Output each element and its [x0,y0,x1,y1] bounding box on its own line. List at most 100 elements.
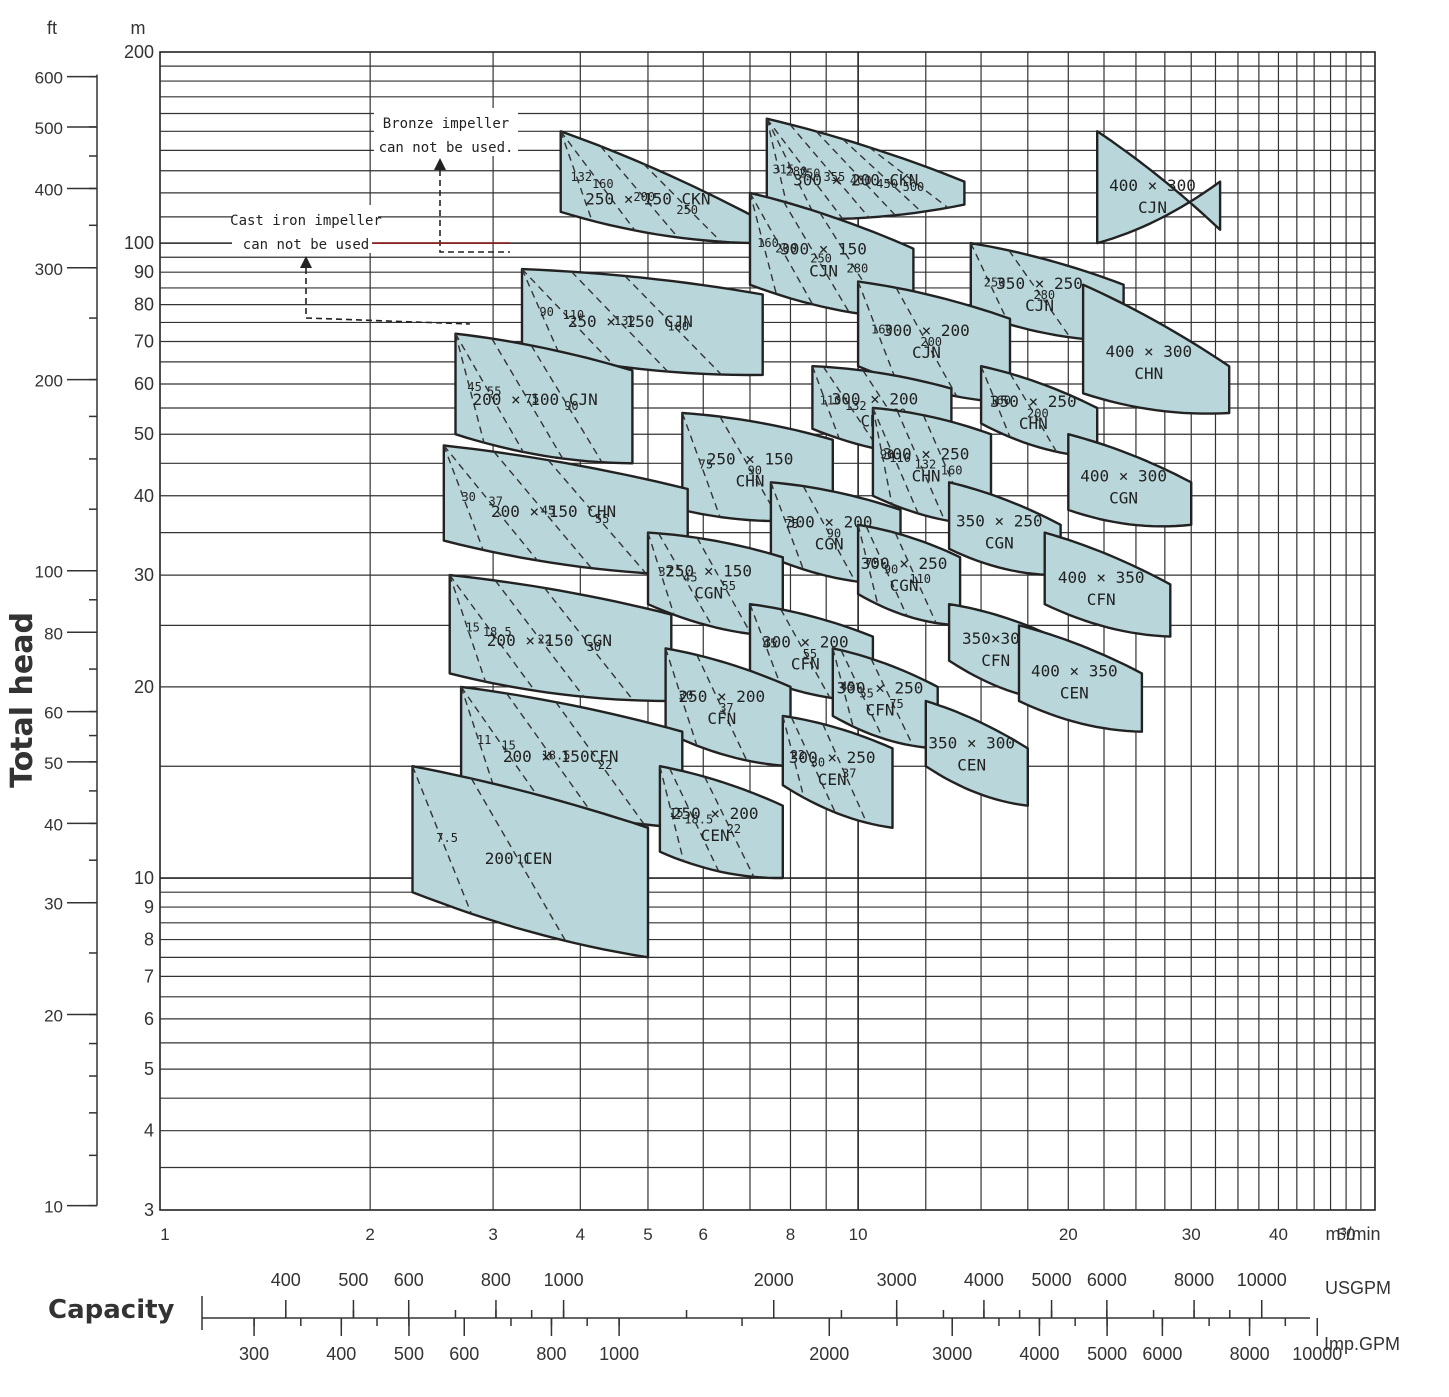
motor-kw-label: 280 [786,165,808,179]
impgpm-tick-label: 1000 [599,1344,639,1364]
motor-kw-label: 90 [827,527,841,541]
y-tick-label-m: 100 [124,233,154,253]
motor-kw-label: 15 [669,806,683,820]
y-tick-label-m: 70 [134,331,154,351]
motor-line [449,574,487,682]
motor-kw-label: 18.5 [684,812,713,826]
cast-iron-note-text: can not be used [243,237,369,253]
pump-model-label: 350×300 [962,629,1029,648]
y-tick-label-m: 3 [144,1200,154,1220]
pump-model-label: 350 × 300 [928,734,1015,753]
motor-kw-label: 15 [465,621,479,635]
motor-line [696,537,752,635]
motor-kw-label: 45 [541,503,555,517]
pump-model-label: CFN [707,709,736,728]
cast-iron-note-background [232,205,378,253]
motor-kw-label: 45 [467,380,481,394]
pump-zone-200-100-cjn [454,332,634,465]
usgpm-tick-label: 2000 [754,1270,794,1290]
pump-model-label: 300 × 200 [762,633,849,652]
impgpm-tick-label: 6000 [1142,1344,1182,1364]
y-tick-label-m: 6 [144,1009,154,1029]
motor-line [411,765,473,914]
motor-line [443,445,484,551]
usgpm-tick-label: 1000 [544,1270,584,1290]
pump-model-label: 350 × 250 [990,392,1077,411]
pump-model-label: 200 × 150CFN [503,747,619,766]
pump-model-label: 300 × 150 [780,239,867,258]
pump-model-label: 300 × 250 [861,554,948,573]
motor-kw-label: 110 [820,394,842,408]
chart-grid [159,51,1376,1211]
motor-kw-label: 75 [525,392,539,406]
impgpm-tick-label: 2000 [809,1344,849,1364]
usgpm-tick-label: 600 [394,1270,424,1290]
x-unit-label: m³/min [1326,1224,1381,1244]
chart-axes: 200 100 90 80 70 60 50 40 30 20 10 9 8 7 6 5 4 3 m 600 500 40… [5,18,1400,1364]
motor-line [865,525,908,617]
y-tick-label-m: 7 [144,966,154,986]
x-tick-label: 8 [786,1225,795,1244]
pump-model-label: CJN [809,261,838,280]
motor-kw-label: 90 [564,399,578,413]
motor-kw-label: 55 [803,647,817,661]
bronze-note-background [374,108,518,156]
motor-kw-label: 45 [763,636,777,650]
motor-kw-label: 55 [722,579,736,593]
motor-line [530,345,603,463]
y-tick-label-m: 200 [124,42,154,62]
pump-model-label: CEN [818,770,847,789]
y-tick-label-ft: 60 [44,704,63,723]
motor-kw-label: 45 [683,571,697,585]
y-tick-label-ft: 200 [35,372,63,391]
x-tick-label: 40 [1269,1225,1288,1244]
pump-zone-400-300-cgn [1067,433,1193,528]
motor-line [657,532,714,628]
pump-model-label: CGN [815,535,844,554]
pump-model-label: CEN [1060,683,1089,702]
pump-model-label: 300 × 200 [786,513,873,532]
pump-model-label: CEN [957,756,986,775]
pump-model-label: 300 × 250 [883,445,970,464]
y-tick-label-m: 4 [144,1121,154,1141]
motor-kw-label: 250 [676,203,698,217]
motor-line [681,412,721,518]
motor-kw-label: 22 [537,632,551,646]
usgpm-tick-label: 800 [481,1270,511,1290]
motor-line [815,130,896,216]
y-tick-label-m: 30 [134,565,154,585]
pump-zone-250-200-cfn [664,647,792,768]
motor-kw-label: 160 [989,393,1011,407]
motor-kw-label: 18.5 [483,625,512,639]
pump-model-label: 250 × 150 [707,450,794,469]
motor-line [696,654,748,761]
motor-line [749,192,814,305]
motor-kw-label: 37 [489,495,503,509]
motor-kw-label: 55 [487,384,501,398]
motor-kw-label: 132 [915,458,937,472]
x-tick-label: 4 [576,1225,585,1244]
pump-model-label: CFN [791,655,820,674]
motor-kw-label: 280 [1033,288,1055,302]
motor-kw-label: 30 [587,640,601,654]
motor-kw-label: 45 [840,679,854,693]
impgpm-tick-label: 500 [394,1344,424,1364]
motor-kw-label: 400 [850,174,872,188]
motor-line [789,123,870,218]
motor-line [896,410,946,521]
x-tick-label: 3 [488,1225,497,1244]
y-tick-label-m: 50 [134,424,154,444]
x-tick-label: 30 [1182,1225,1201,1244]
pump-model-label: 250 × 200 [672,804,759,823]
motor-kw-label: 75 [865,556,879,570]
pump-zone-250-150-ckn [559,130,756,245]
motor-line [659,766,685,862]
motor-kw-label: 160 [757,236,779,250]
usgpm-tick-label: 10000 [1237,1270,1287,1290]
y-unit-m: m [131,18,146,38]
motor-line [521,268,615,367]
motor-line [894,532,937,624]
usgpm-tick-label: 5000 [1032,1270,1072,1290]
motor-kw-label: 132 [570,170,592,184]
motor-kw-label: 15 [501,739,515,753]
